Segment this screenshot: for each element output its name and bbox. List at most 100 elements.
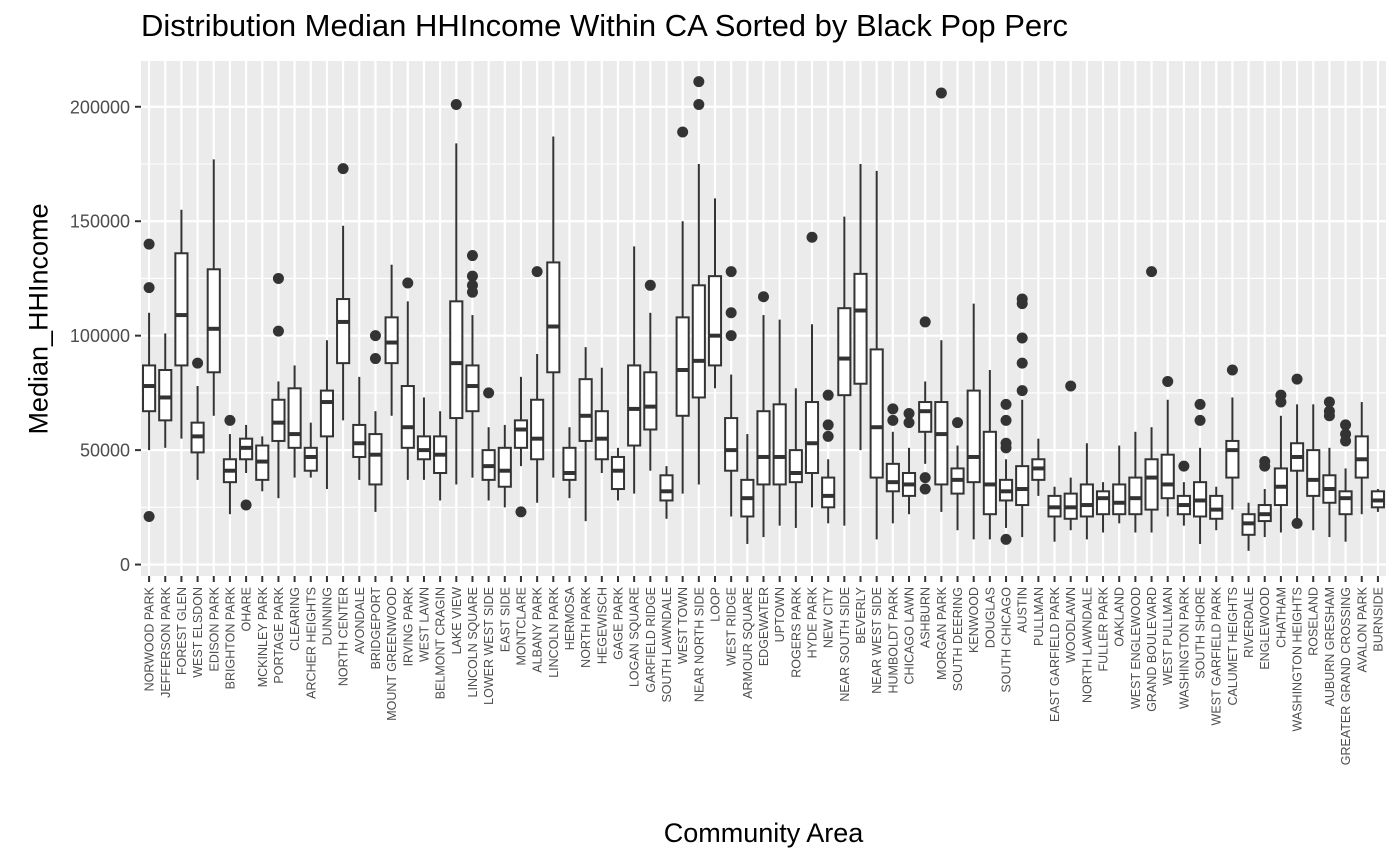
outlier-point: [143, 510, 155, 522]
box-avalon-park: [1354, 402, 1369, 515]
x-tick-label: NORTH PARK: [579, 586, 593, 667]
iqr-box: [918, 401, 933, 433]
iqr-box: [643, 371, 658, 431]
outlier-point: [1194, 414, 1206, 426]
outlier-point: [369, 330, 381, 342]
x-tick-label: CHATHAM: [1274, 587, 1288, 648]
outlier-point: [143, 282, 155, 294]
iqr-box: [594, 410, 609, 461]
x-tick-label: LAKE VIEW: [450, 587, 464, 655]
box-lake-view: [449, 98, 464, 485]
box-clearing: [287, 365, 302, 478]
y-axis: 0 50000 100000 150000 200000: [70, 97, 141, 575]
iqr-box: [158, 369, 173, 422]
outlier-point: [1275, 396, 1287, 408]
outlier-point: [1178, 460, 1190, 472]
box-loop: [707, 198, 723, 389]
box-west-elsdon: [190, 357, 205, 480]
box-portage-park: [271, 272, 286, 499]
box-lincoln-square: [465, 250, 480, 478]
iqr-box: [319, 389, 335, 438]
outlier-point: [1291, 373, 1303, 385]
outlier-point: [1000, 533, 1012, 545]
box-north-park: [578, 347, 593, 522]
y-axis-title: Median_HHIncome: [23, 203, 54, 435]
iqr-box: [562, 446, 577, 481]
x-tick-label: BRIGHTON PARK: [223, 586, 237, 689]
x-tick-label: CLEARING: [288, 587, 302, 651]
x-tick-label: MCKINLEY PARK: [256, 586, 270, 687]
box-east-garfield-park: [1047, 486, 1062, 542]
iqr-box: [1354, 435, 1369, 479]
box-albany-park: [530, 266, 545, 503]
x-tick-label: LINCOLN PARK: [547, 586, 561, 677]
box-woodlawn: [1063, 380, 1078, 531]
iqr-box: [1015, 465, 1030, 507]
iqr-box: [1209, 494, 1224, 520]
x-tick-label: WASHINGTON PARK: [1177, 586, 1191, 709]
iqr-box: [1079, 483, 1094, 518]
outlier-point: [1000, 442, 1012, 454]
iqr-box: [804, 401, 820, 474]
outlier-point: [1340, 419, 1352, 431]
x-tick-label: ROGERS PARK: [789, 586, 803, 677]
outlier-point: [1016, 298, 1028, 310]
x-tick-label: AVONDALE: [353, 587, 367, 654]
box-near-west-side: [869, 170, 884, 540]
outlier-point: [337, 163, 349, 175]
outlier-point: [952, 417, 964, 429]
outlier-point: [272, 272, 284, 284]
box-kenwood: [966, 303, 981, 540]
outlier-point: [369, 353, 381, 365]
x-tick-label: WEST ELSDON: [191, 587, 205, 678]
iqr-box: [756, 410, 771, 486]
y-tick-label: 0: [120, 555, 130, 575]
iqr-box: [1128, 476, 1143, 516]
x-tick-label: LOOP: [708, 587, 722, 622]
box-hyde-park: [804, 231, 820, 508]
outlier-point: [1340, 435, 1352, 447]
box-fuller-park: [1095, 482, 1111, 533]
iqr-box: [1144, 458, 1159, 511]
box-irving-park: [400, 277, 415, 480]
x-tick-label: ALBANY PARK: [531, 586, 545, 672]
box-mckinley-park: [255, 436, 270, 492]
x-tick-label: GARFIELD RIDGE: [644, 587, 658, 693]
box-calumet-heights: [1225, 364, 1240, 510]
x-tick-label: ASHBURN: [919, 587, 933, 648]
x-tick-label: DUNNING: [320, 587, 334, 645]
box-auburn-gresham: [1322, 396, 1337, 538]
x-tick-label: UPTOWN: [773, 587, 787, 642]
x-tick-label: FOREST GLEN: [175, 587, 189, 675]
x-axis-title: Community Area: [663, 818, 864, 848]
outlier-point: [1016, 357, 1028, 369]
iqr-box: [546, 261, 561, 374]
outlier-point: [402, 277, 414, 289]
x-tick-label: WEST TOWN: [676, 587, 690, 664]
x-tick-label: HYDE PARK: [806, 586, 820, 658]
box-mount-greenwood: [384, 264, 399, 416]
x-tick-label: AUBURN GRESHAM: [1323, 587, 1337, 706]
y-tick-label: 200000: [70, 97, 130, 117]
outlier-point: [725, 307, 737, 319]
box-roseland: [1306, 404, 1321, 531]
x-tick-label: LOGAN SQUARE: [628, 587, 642, 687]
box-south-shore: [1192, 398, 1208, 544]
x-tick-label: HUMBOLDT PARK: [886, 586, 900, 693]
iqr-box: [497, 446, 512, 488]
chart-title: Distribution Median HHIncome Within CA S…: [141, 8, 1068, 43]
iqr-box: [530, 398, 545, 461]
box-archer-heights: [303, 422, 318, 478]
x-tick-label: MORGAN PARK: [935, 586, 949, 679]
x-tick-label: AUSTIN: [1016, 587, 1030, 633]
box-uptown: [772, 319, 787, 526]
x-tick-label: NEAR SOUTH SIDE: [838, 587, 852, 702]
outlier-point: [1016, 385, 1028, 397]
box-humboldt-park: [885, 403, 900, 524]
x-tick-label: SOUTH LAWNDALE: [660, 587, 674, 703]
x-tick-label: HEGEWISCH: [595, 587, 609, 664]
x-tick-label: PORTAGE PARK: [272, 586, 286, 683]
box-ohare: [239, 424, 254, 511]
outlier-point: [1323, 396, 1335, 408]
